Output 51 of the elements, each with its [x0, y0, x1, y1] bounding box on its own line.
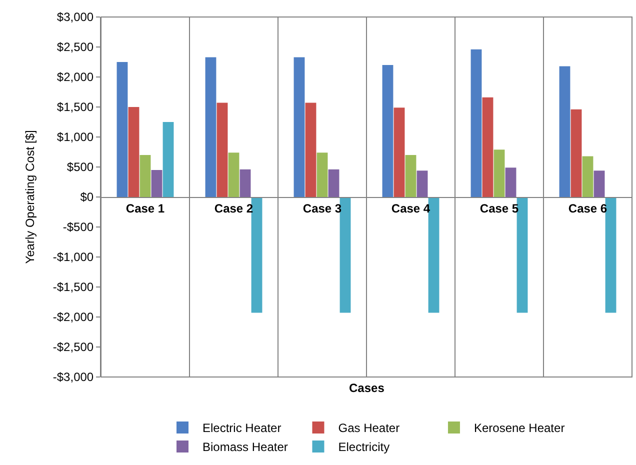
x-tick-label: Case 1: [126, 201, 165, 216]
y-tick-label: $3,000: [56, 10, 94, 24]
bar: [428, 197, 440, 313]
bar: [405, 155, 416, 197]
bar: [505, 168, 516, 197]
y-tick-label: -$1,500: [52, 280, 94, 294]
y-tick-label: $500: [66, 160, 94, 174]
y-tick-label: -$2,500: [52, 340, 94, 354]
bar: [162, 122, 174, 197]
bar: [251, 197, 262, 313]
bar: [382, 65, 394, 197]
x-axis-title: Cases: [349, 381, 385, 395]
bar: [340, 197, 351, 313]
y-tick-label: -$3,000: [52, 370, 94, 384]
y-tick-label: -$1,000: [52, 250, 94, 264]
y-tick-label: $0: [80, 190, 94, 204]
bar: [594, 170, 605, 197]
bar: [482, 97, 494, 197]
bar: [116, 62, 128, 197]
bar: [516, 197, 528, 313]
y-tick-label: -$2,000: [52, 310, 94, 324]
bar: [582, 156, 594, 197]
bar: [559, 66, 570, 197]
bar: [570, 109, 582, 197]
bar: [228, 152, 240, 197]
legend-label: Electricity: [338, 440, 390, 454]
bar: [294, 57, 305, 197]
legend-label: Electric Heater: [202, 421, 282, 436]
y-tick-label: -$500: [62, 220, 94, 234]
y-tick-label: $1,000: [56, 130, 94, 144]
bar: [305, 102, 316, 197]
bar: [328, 169, 340, 197]
bar: [470, 49, 482, 197]
y-axis-title: Yearly Operating Cost [$]: [23, 130, 38, 264]
legend-label: Biomass Heater: [202, 440, 288, 454]
y-tick-label: $2,500: [56, 40, 94, 54]
y-tick-label: $2,000: [56, 70, 94, 84]
bar: [494, 150, 505, 197]
bar: [605, 197, 616, 313]
y-tick-label: $1,500: [56, 100, 94, 114]
bar: [216, 102, 228, 197]
bar: [316, 152, 328, 197]
bar: [128, 107, 140, 197]
bar: [140, 155, 151, 197]
bar: [205, 57, 216, 197]
bar: [151, 170, 162, 197]
legend-label: Gas Heater: [338, 421, 400, 436]
bar: [394, 108, 405, 197]
bar: [240, 169, 251, 197]
legend-label: Kerosene Heater: [474, 421, 565, 436]
bar: [416, 170, 428, 197]
